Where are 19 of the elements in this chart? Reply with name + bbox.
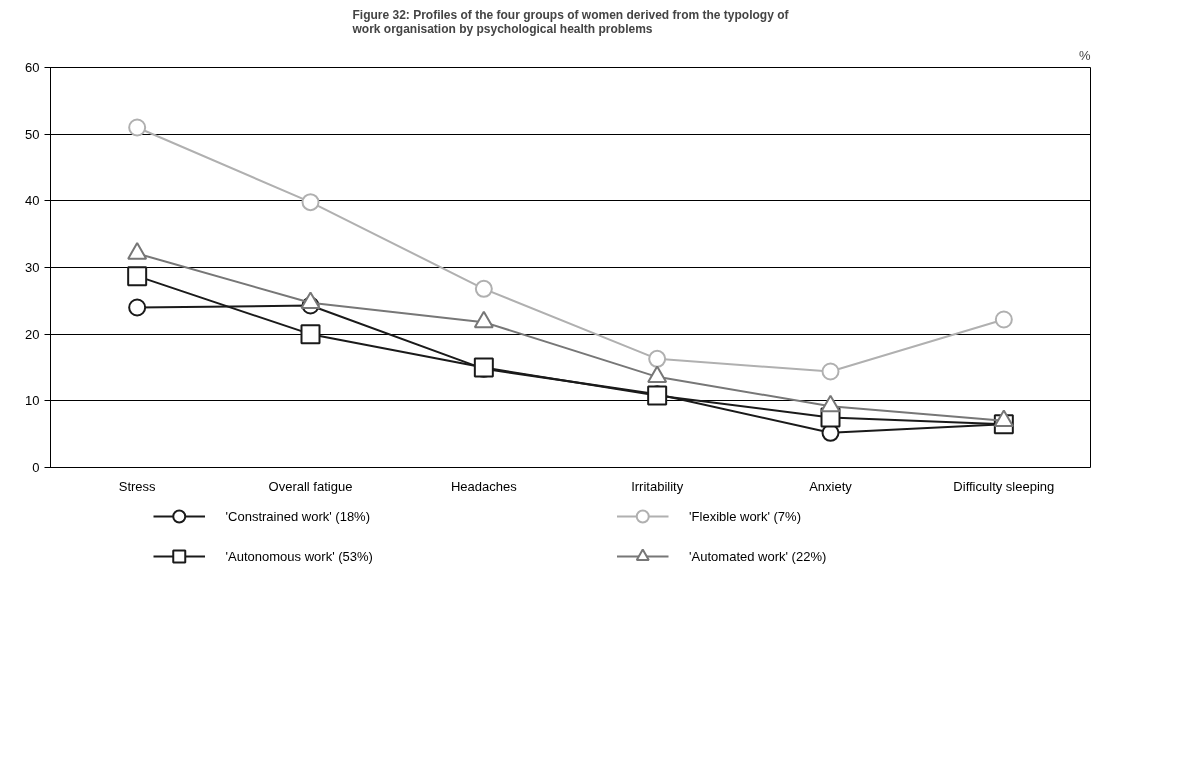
legend-label: 'Flexible work' (7%)	[689, 509, 801, 524]
y-axis-title: %	[1078, 47, 1091, 63]
y-tick-label: 0	[32, 460, 40, 475]
y-tick-label: 60	[25, 60, 40, 75]
legend-label: 'Constrained work' (18%)	[225, 509, 371, 524]
x-tick-label: Anxiety	[809, 478, 853, 494]
x-tick-label: Difficulty sleeping	[953, 478, 1055, 494]
x-tick-label: Headaches	[450, 478, 518, 494]
x-tick-label: Overall fatigue	[268, 478, 353, 494]
legend-label: 'Autonomous work' (53%)	[225, 549, 373, 564]
x-tick-label: Irritability	[631, 478, 684, 494]
y-tick-label: 20	[25, 326, 40, 342]
chart-title: Figure 32: Profiles of the four groups of women derived from the typology of work organisation by psychological health problems	[351, 7, 790, 36]
y-tick-label: 30	[25, 260, 40, 275]
x-tick-label: Stress	[118, 478, 157, 494]
y-tick-label: 40	[25, 193, 40, 209]
y-tick-label: 10	[25, 393, 40, 409]
y-tick-label: 50	[25, 126, 40, 142]
legend-label: 'Automated work' (22%)	[689, 549, 827, 564]
